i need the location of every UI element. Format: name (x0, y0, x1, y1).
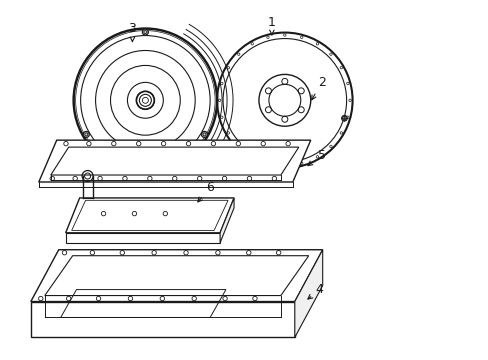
Text: 4: 4 (307, 283, 323, 299)
Circle shape (341, 116, 346, 121)
Text: 5: 5 (307, 149, 325, 166)
Text: 1: 1 (267, 16, 275, 35)
Circle shape (142, 29, 148, 35)
Polygon shape (220, 198, 234, 243)
Polygon shape (65, 198, 234, 233)
Polygon shape (31, 302, 294, 337)
Polygon shape (31, 250, 322, 302)
Polygon shape (65, 233, 220, 243)
Text: 3: 3 (128, 22, 136, 41)
Circle shape (83, 131, 89, 138)
Polygon shape (39, 140, 310, 182)
Polygon shape (294, 250, 322, 337)
Text: 2: 2 (311, 76, 325, 100)
Circle shape (201, 131, 207, 138)
Text: 6: 6 (198, 181, 214, 202)
